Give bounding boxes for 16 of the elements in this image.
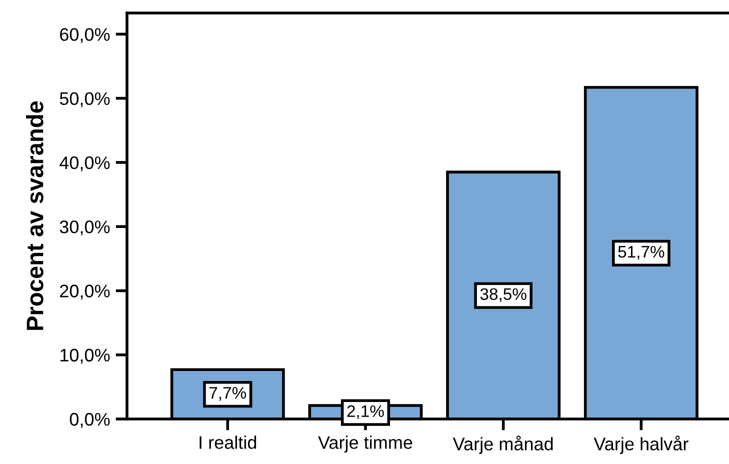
y-tick-label: 20,0% xyxy=(60,284,110,300)
y-tick-label: 10,0% xyxy=(60,348,110,364)
y-axis-title: Procent av svarande xyxy=(26,101,44,330)
y-tick-label: 30,0% xyxy=(60,220,110,236)
x-tick-label: Varje halvår xyxy=(594,436,688,454)
x-tick-label: I realtid xyxy=(200,436,256,449)
data-label: 51,7% xyxy=(618,246,664,260)
y-tick-label: 60,0% xyxy=(60,28,110,44)
data-label: 2,1% xyxy=(347,405,384,420)
data-label: 38,5% xyxy=(480,288,526,302)
y-tick-label: 0,0% xyxy=(70,412,110,428)
x-tick-label: Varje månad xyxy=(452,436,553,454)
y-tick-label: 50,0% xyxy=(60,92,110,108)
data-label: 7,7% xyxy=(209,387,246,401)
y-tick-label: 40,0% xyxy=(60,156,110,172)
x-tick-label: Varje timme xyxy=(318,436,412,452)
